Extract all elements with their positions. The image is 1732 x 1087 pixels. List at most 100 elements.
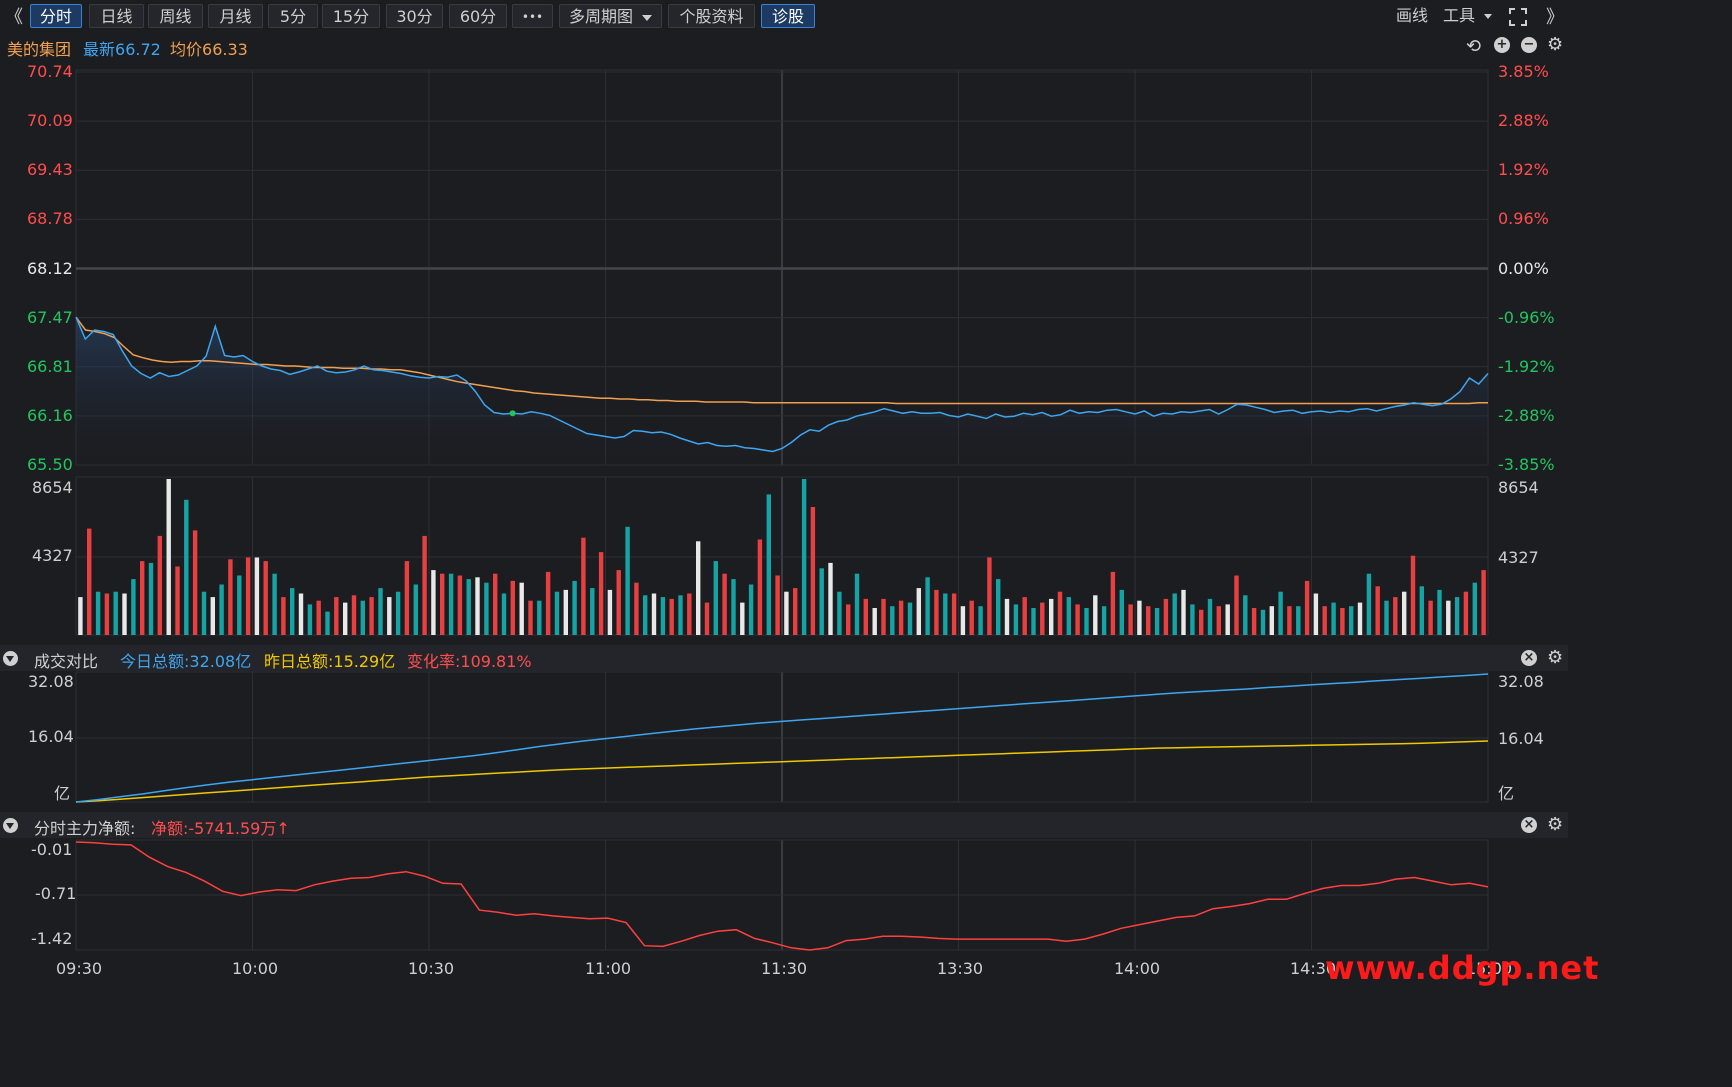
flow-tick-label: -0.71 bbox=[35, 884, 77, 903]
latest-price: 最新66.72 bbox=[83, 36, 161, 60]
volume-bar bbox=[616, 570, 621, 635]
volume-bar bbox=[493, 573, 498, 635]
volume-bar bbox=[290, 588, 295, 635]
settings-gear-icon[interactable]: ⚙ bbox=[1547, 34, 1564, 55]
pct-tick-label: 0.96% bbox=[1498, 209, 1549, 228]
tab-period-5min[interactable]: 5分 bbox=[268, 4, 318, 28]
change-rate-value: 109.81% bbox=[460, 652, 532, 671]
volume-bar bbox=[219, 584, 224, 635]
multi-period-dropdown[interactable]: 多周期图 bbox=[559, 4, 662, 28]
volume-bar bbox=[696, 541, 701, 635]
time-tick-label: 11:00 bbox=[585, 959, 632, 978]
volume-bar bbox=[422, 535, 427, 635]
fullscreen-icon[interactable] bbox=[1509, 8, 1527, 26]
collapse-triangle-icon[interactable] bbox=[3, 818, 18, 833]
volume-bar bbox=[581, 537, 586, 635]
volume-bar bbox=[563, 589, 568, 635]
volume-bar bbox=[466, 579, 471, 635]
compare-unit-label: 亿 bbox=[1498, 784, 1515, 803]
volume-bar bbox=[1057, 591, 1063, 635]
volume-bar bbox=[1181, 589, 1186, 635]
time-tick-label: 13:30 bbox=[937, 959, 984, 978]
tab-period-15min[interactable]: 15分 bbox=[322, 4, 380, 28]
collapse-triangle-icon[interactable] bbox=[3, 651, 18, 666]
volume-bar bbox=[651, 593, 657, 635]
price-tick-label: 70.09 bbox=[27, 111, 73, 130]
volume-bar bbox=[510, 580, 515, 635]
draw-line-button[interactable]: 画线 bbox=[1396, 6, 1429, 25]
tools-dropdown[interactable]: 工具 bbox=[1443, 4, 1493, 28]
latest-value: 66.72 bbox=[115, 40, 161, 59]
volume-bar bbox=[95, 591, 101, 635]
volume-bar bbox=[1454, 597, 1460, 635]
yesterday-total: 昨日总额:15.29亿 bbox=[264, 648, 395, 672]
collapse-left-icon[interactable]: 《 bbox=[5, 7, 23, 28]
tab-period-daily[interactable]: 日线 bbox=[89, 4, 144, 28]
volume-bar bbox=[1084, 608, 1089, 635]
volume-bar bbox=[731, 579, 736, 635]
volume-bar bbox=[943, 593, 948, 635]
settings-gear-icon[interactable]: ⚙ bbox=[1547, 814, 1564, 835]
volume-bar bbox=[1199, 609, 1204, 635]
net-flow-value: -5741.59万 bbox=[188, 819, 277, 838]
undo-icon[interactable]: ⟲ bbox=[1466, 36, 1482, 57]
volume-bar bbox=[678, 595, 683, 635]
volume-bar bbox=[1075, 604, 1080, 635]
more-periods-button[interactable]: ••• bbox=[512, 4, 553, 28]
volume-bar bbox=[104, 593, 110, 635]
volume-bar bbox=[828, 562, 833, 635]
latest-label: 最新 bbox=[83, 40, 116, 59]
expand-right-icon[interactable]: 》 bbox=[1546, 7, 1564, 28]
volume-bar bbox=[1225, 604, 1230, 635]
close-circle-icon[interactable]: × bbox=[1521, 817, 1537, 833]
zoom-out-icon[interactable]: − bbox=[1521, 37, 1537, 53]
close-circle-icon[interactable]: × bbox=[1521, 650, 1537, 666]
volume-bar bbox=[1234, 575, 1239, 635]
diagnose-button[interactable]: 诊股 bbox=[761, 4, 815, 28]
tab-period-30min[interactable]: 30分 bbox=[386, 4, 443, 28]
quote-header: 美的集团 最新66.72 均价66.33 ⟲ + − ⚙ bbox=[0, 33, 1568, 60]
volume-bar bbox=[1428, 600, 1433, 635]
pct-tick-label: -3.85% bbox=[1498, 455, 1555, 474]
settings-gear-icon[interactable]: ⚙ bbox=[1547, 647, 1564, 668]
volume-bar bbox=[1137, 600, 1142, 635]
volume-bar bbox=[316, 600, 321, 635]
volume-bar bbox=[440, 573, 445, 635]
compare-tick-label: 16.04 bbox=[1498, 729, 1544, 748]
volume-bar bbox=[228, 559, 233, 635]
volume-bar bbox=[1093, 595, 1098, 635]
net-flow: 净额:-5741.59万↑ bbox=[151, 815, 290, 839]
net-flow-label: 净额: bbox=[151, 819, 189, 838]
compare-unit-label: 亿 bbox=[54, 784, 71, 803]
chart-canvas[interactable] bbox=[0, 0, 1568, 984]
price-tick-label: 69.43 bbox=[27, 160, 73, 179]
period-toolbar: 《 分时 日线 周线 月线 5分 15分 30分 60分 ••• 多周期图 个股… bbox=[0, 0, 1568, 34]
volume-bar bbox=[78, 597, 83, 635]
volume-bar bbox=[201, 591, 207, 635]
volume-bar bbox=[1110, 571, 1116, 635]
volume-bar bbox=[1357, 602, 1363, 635]
volume-bar bbox=[1437, 589, 1442, 635]
volume-bar bbox=[272, 573, 277, 635]
tab-period-fenshi[interactable]: 分时 bbox=[30, 4, 82, 28]
time-tick-label: 14:00 bbox=[1114, 959, 1161, 978]
zoom-in-icon[interactable]: + bbox=[1494, 37, 1510, 53]
compare-tick-label: 32.08 bbox=[1498, 672, 1544, 691]
volume-bar bbox=[837, 591, 842, 635]
volume-bar bbox=[1463, 591, 1469, 635]
pct-tick-label: 0.00% bbox=[1498, 259, 1549, 278]
volume-bar bbox=[395, 591, 401, 635]
yesterday-total-line bbox=[75, 740, 1489, 803]
flow-panel-header: 分时主力净额: 净额:-5741.59万↑ × ⚙ bbox=[0, 812, 1568, 838]
tab-period-weekly[interactable]: 周线 bbox=[148, 4, 203, 28]
stock-info-button[interactable]: 个股资料 bbox=[668, 4, 755, 28]
price-chart bbox=[75, 316, 1489, 465]
volume-bar bbox=[996, 579, 1001, 635]
tab-period-monthly[interactable]: 月线 bbox=[208, 4, 263, 28]
net-flow-arrow: ↑ bbox=[276, 819, 290, 838]
tab-period-60min[interactable]: 60分 bbox=[449, 4, 507, 28]
volume-bar bbox=[934, 589, 939, 635]
compare-panel-title: 成交对比 bbox=[34, 652, 99, 671]
change-rate-label: 变化率: bbox=[407, 652, 461, 671]
volume-bar bbox=[872, 608, 877, 635]
